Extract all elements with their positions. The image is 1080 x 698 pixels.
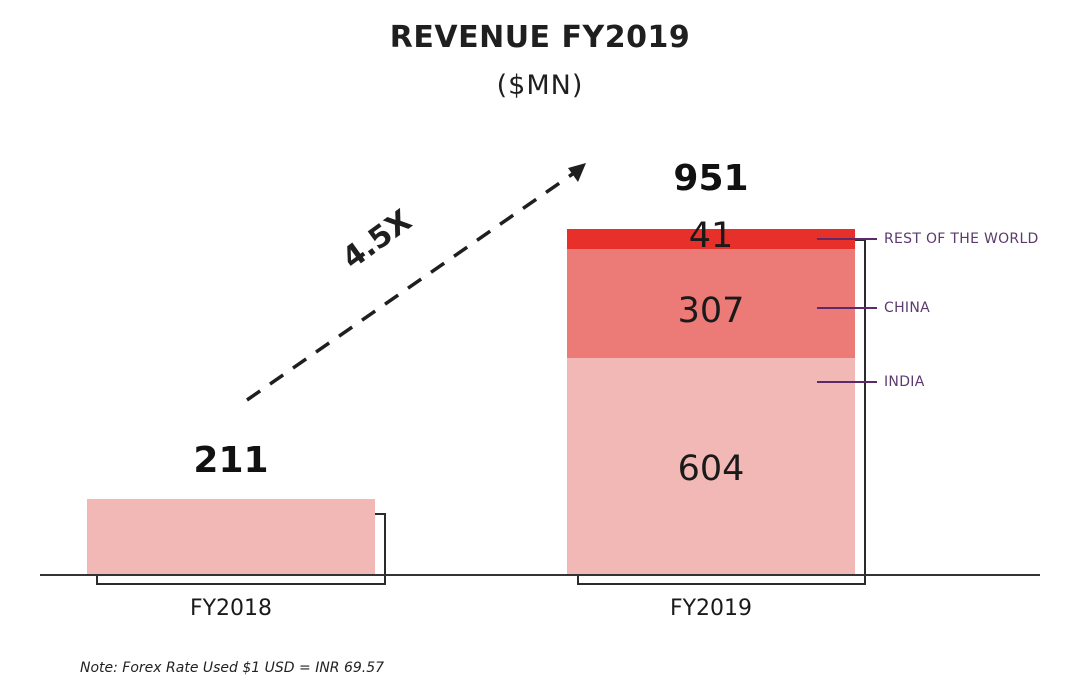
legend-rest-of-world: REST OF THE WORLD: [884, 231, 1039, 247]
fy2019-stacked-bar: [567, 229, 855, 575]
x-axis-baseline: [40, 574, 1040, 576]
fy2018-frame-left: [96, 575, 98, 585]
segment-india: [567, 358, 855, 575]
fy2019-frame-left: [577, 575, 579, 585]
fy2018-bar: [87, 499, 375, 575]
legend-india: INDIA: [884, 374, 925, 390]
segment-china-value: 307: [677, 291, 745, 331]
fy2019-total-label: 951: [673, 158, 749, 199]
legend-leader-china: [817, 307, 877, 309]
fy2019-frame-right: [864, 239, 866, 585]
segment-rest-of-world: [567, 229, 855, 249]
legend-china: CHINA: [884, 300, 930, 316]
legend-leader-india: [817, 381, 877, 383]
fy2018-total-label: 211: [193, 440, 269, 481]
segment-china: [567, 249, 855, 358]
forex-note: Note: Forex Rate Used $1 USD = INR 69.57: [80, 660, 385, 676]
fy2019-category-label: FY2019: [669, 596, 753, 621]
fy2018-frame-top: [375, 513, 386, 515]
fy2019-frame-bottom: [577, 583, 866, 585]
fy2018-frame-bottom: [96, 583, 386, 585]
segment-india-value: 604: [677, 449, 745, 489]
fy2018-category-label: FY2018: [189, 596, 273, 621]
segment-rest-of-world-value: 41: [688, 216, 734, 256]
fy2018-frame-right: [384, 513, 386, 585]
chart-subtitle: ($MN): [496, 70, 584, 101]
legend-leader-rest-of-world: [817, 238, 877, 240]
fy2019-frame-top: [855, 239, 866, 241]
chart-title: REVENUE FY2019: [389, 20, 691, 55]
